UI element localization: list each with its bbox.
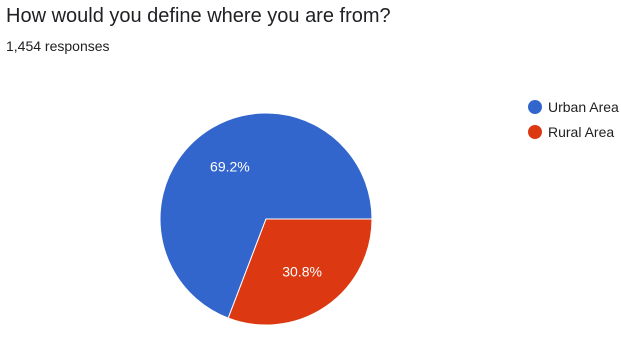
- response-count: 1,454 responses: [6, 38, 110, 54]
- pie-slice-rural-area[interactable]: [227, 218, 373, 326]
- legend-label-rural-area: Rural Area: [548, 124, 614, 140]
- pie-slice-labels: 69.2% 30.8%: [210, 159, 322, 280]
- slice-label-rural-area: 30.8%: [282, 263, 322, 279]
- legend-item-rural-area[interactable]: Rural Area: [528, 124, 614, 140]
- legend-item-urban-area[interactable]: Urban Area: [528, 99, 619, 115]
- question-title: How would you define where you are from?: [6, 5, 391, 27]
- pie-slice-urban-area[interactable]: [159, 112, 373, 319]
- legend-swatch-rural-area: [528, 125, 542, 139]
- legend-swatch-urban-area: [528, 100, 542, 114]
- pie-slices: [159, 112, 373, 326]
- legend-label-urban-area: Urban Area: [548, 99, 619, 115]
- slice-label-urban-area: 69.2%: [210, 159, 250, 175]
- chart-legend[interactable]: Urban Area Rural Area: [528, 99, 619, 140]
